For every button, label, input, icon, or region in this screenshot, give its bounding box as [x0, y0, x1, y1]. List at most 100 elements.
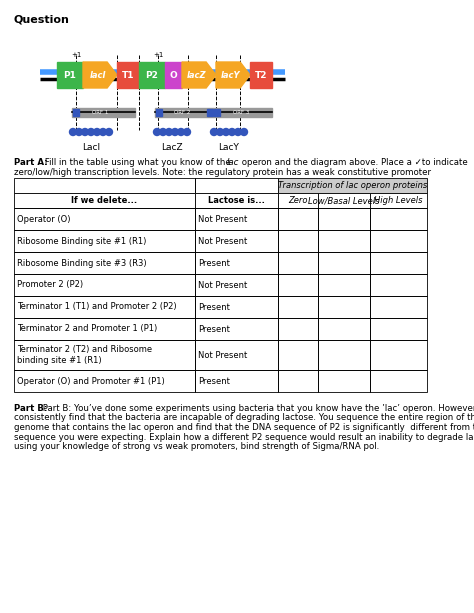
Text: Not Present: Not Present [198, 215, 247, 224]
Polygon shape [182, 62, 216, 88]
Bar [195, 340, 278, 370]
Bar [72, 107, 135, 116]
Bar [278, 296, 318, 318]
Text: +1: +1 [71, 52, 81, 58]
Text: sequence you were expecting. Explain how a different P2 sequence would result an: sequence you were expecting. Explain how… [14, 433, 474, 441]
Bar [214, 109, 220, 115]
Text: Transcription of lac operon proteins: Transcription of lac operon proteins [278, 181, 427, 190]
Bar [370, 274, 427, 296]
Text: Not Present: Not Present [198, 351, 247, 359]
Circle shape [75, 129, 82, 135]
Bar [278, 230, 318, 252]
Circle shape [82, 129, 89, 135]
Bar [14, 208, 195, 230]
Circle shape [222, 129, 229, 135]
Bar [370, 230, 427, 252]
Bar [14, 318, 195, 340]
Bar [139, 62, 165, 88]
Bar [213, 107, 272, 116]
Text: Operator (O) and Promoter #1 (P1): Operator (O) and Promoter #1 (P1) [17, 376, 165, 386]
Bar [370, 208, 427, 230]
Bar [318, 193, 370, 208]
Text: using your knowledge of strong vs weak promoters, bind strength of Sigma/RNA pol: using your knowledge of strong vs weak p… [14, 442, 379, 451]
Bar [165, 62, 182, 88]
Circle shape [183, 129, 191, 135]
Bar [278, 252, 318, 274]
Circle shape [106, 129, 112, 135]
Bar [195, 296, 278, 318]
Text: Zero: Zero [288, 196, 308, 205]
Circle shape [240, 129, 247, 135]
Bar [370, 252, 427, 274]
Bar [278, 208, 318, 230]
Bar [14, 230, 195, 252]
Bar [195, 370, 278, 392]
Text: zero/low/high transcription levels. Note: the regulatory protein has a weak cons: zero/low/high transcription levels. Note… [14, 168, 431, 177]
Bar [278, 370, 318, 392]
Bar [195, 274, 278, 296]
Bar [370, 340, 427, 370]
Text: Part A:: Part A: [14, 158, 47, 167]
Bar [278, 340, 318, 370]
Bar [318, 296, 370, 318]
Bar [278, 274, 318, 296]
Text: Present: Present [198, 324, 230, 333]
Bar [195, 230, 278, 252]
Bar [14, 296, 195, 318]
Bar [195, 178, 278, 193]
Text: LacI: LacI [82, 143, 100, 152]
Circle shape [154, 129, 161, 135]
Bar [318, 340, 370, 370]
Bar [14, 274, 195, 296]
Bar [14, 340, 195, 370]
Text: Ribosome Binding site #3 (R3): Ribosome Binding site #3 (R3) [17, 259, 146, 267]
Text: Fill in the table using what you know of the: Fill in the table using what you know of… [42, 158, 234, 167]
Polygon shape [83, 62, 117, 88]
Bar [278, 318, 318, 340]
Text: T1: T1 [122, 70, 134, 80]
Text: operon and the diagram above. Place a ✓to indicate: operon and the diagram above. Place a ✓t… [239, 158, 468, 167]
Text: lacZ: lacZ [187, 70, 207, 80]
Text: Not Present: Not Present [198, 237, 247, 245]
Text: High Levels: High Levels [374, 196, 423, 205]
Bar [195, 252, 278, 274]
Text: ORF 3: ORF 3 [233, 110, 249, 115]
Text: Operator (O): Operator (O) [17, 215, 71, 224]
Bar [195, 318, 278, 340]
Text: Promoter 2 (P2): Promoter 2 (P2) [17, 281, 83, 289]
Bar [318, 274, 370, 296]
Text: Present: Present [198, 376, 230, 386]
Circle shape [159, 129, 166, 135]
Text: Terminator 2 (T2) and Ribosome
binding site #1 (R1): Terminator 2 (T2) and Ribosome binding s… [17, 345, 152, 365]
Bar [156, 109, 162, 115]
Circle shape [210, 129, 218, 135]
Circle shape [165, 129, 173, 135]
Text: Part B: You’ve done some experiments using bacteria that you know have the ’lac’: Part B: You’ve done some experiments usi… [40, 404, 474, 413]
Text: Present: Present [198, 259, 230, 267]
Bar [318, 230, 370, 252]
Bar [318, 208, 370, 230]
Text: Question: Question [14, 14, 70, 24]
Text: Low/Basal Levels: Low/Basal Levels [308, 196, 380, 205]
Bar [250, 62, 272, 88]
Text: Ribosome Binding site #1 (R1): Ribosome Binding site #1 (R1) [17, 237, 146, 245]
Text: consistently find that the bacteria are incapable of degrading lactose. You sequ: consistently find that the bacteria are … [14, 414, 474, 422]
Bar [155, 107, 213, 116]
Circle shape [235, 129, 241, 135]
Bar [370, 318, 427, 340]
Text: Terminator 1 (T1) and Promoter 2 (P2): Terminator 1 (T1) and Promoter 2 (P2) [17, 302, 177, 311]
Text: Part B:: Part B: [14, 404, 47, 413]
Text: +1: +1 [153, 52, 163, 58]
Bar [14, 370, 195, 392]
Text: LacY: LacY [219, 143, 239, 152]
Circle shape [217, 129, 224, 135]
Bar [14, 193, 195, 208]
Text: P2: P2 [146, 70, 158, 80]
Bar [195, 193, 278, 208]
Bar [278, 193, 318, 208]
Circle shape [88, 129, 94, 135]
Text: Present: Present [198, 302, 230, 311]
Bar [318, 370, 370, 392]
Bar [57, 62, 83, 88]
Bar [370, 296, 427, 318]
